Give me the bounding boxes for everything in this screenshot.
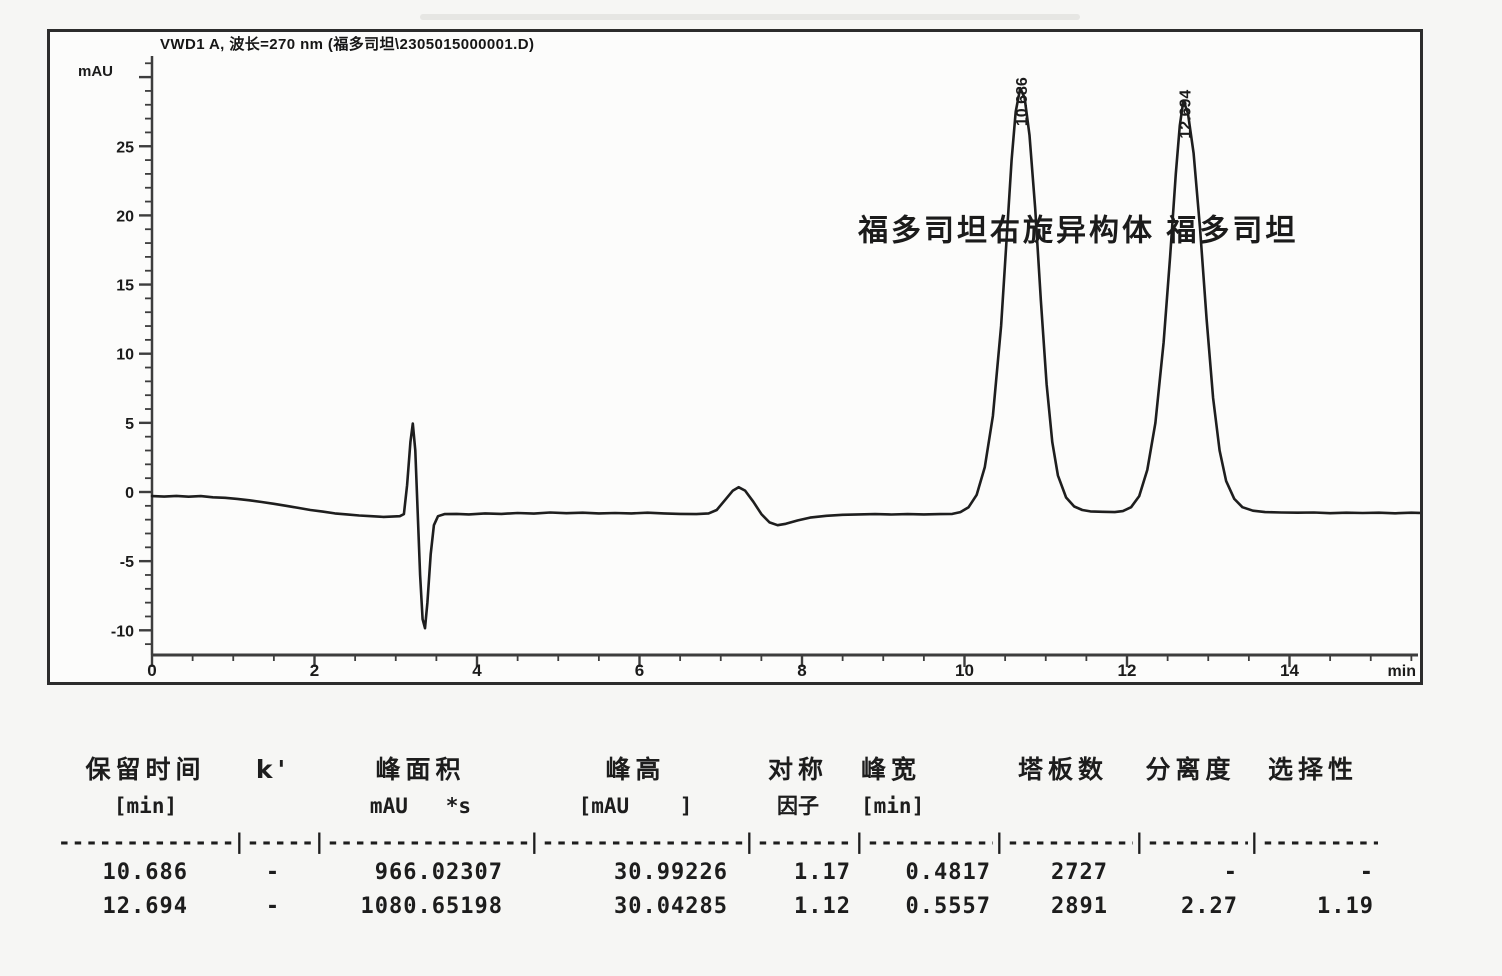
col-header-peak-area: 峰面积 — [375, 755, 466, 784]
table-row-peak-1: 10.686 - 966.02307 30.99226 1.17 0.4817 … — [58, 860, 1388, 894]
cell-selectivity: 1.19 — [1317, 894, 1374, 919]
x-tick-label: 0 — [147, 661, 156, 680]
x-tick-label: 12 — [1118, 661, 1137, 680]
col-header-plate-number: 塔板数 — [1017, 755, 1108, 784]
peak-retention-label: 12.694 — [1177, 90, 1194, 139]
x-tick-label: 2 — [310, 661, 319, 680]
x-tick-label: 14 — [1280, 661, 1299, 680]
x-tick-label: 8 — [797, 661, 806, 680]
cell-area: 1080.65198 — [360, 894, 503, 919]
cell-rt: 10.686 — [102, 860, 188, 885]
cell-height: 30.99226 — [614, 860, 728, 885]
col-unit-peak-width: [min] — [861, 794, 925, 818]
y-tick-label: 10 — [116, 347, 134, 364]
x-tick-label: 6 — [635, 661, 644, 680]
col-header-retention-time: 保留时间 — [85, 755, 206, 784]
cell-plates: 2727 — [1051, 860, 1108, 885]
cell-selectivity: - — [1359, 860, 1374, 885]
y-tick-label: 5 — [125, 416, 134, 433]
table-row-peak-2: 12.694 - 1080.65198 30.04285 1.12 0.5557… — [58, 894, 1388, 928]
cell-area: 966.02307 — [374, 860, 503, 885]
separator-segment: |--------- — [743, 830, 853, 854]
table-separator-row: ---------------- |------- |-------------… — [58, 830, 1388, 860]
peak-results-table: 保留时间 k' 峰面积 峰高 对称 峰宽 塔板数 分离度 选择性 [min] m… — [58, 750, 1388, 928]
cell-width: 0.5557 — [905, 894, 991, 919]
col-unit-peak-height: [mAU ] — [578, 794, 693, 818]
y-tick-label: 20 — [116, 208, 134, 225]
separator-segment: |----------- — [1248, 830, 1378, 854]
cell-k-prime: - — [265, 860, 281, 885]
table-header-row-1: 保留时间 k' 峰面积 峰高 对称 峰宽 塔板数 分离度 选择性 — [58, 750, 1388, 790]
cell-symmetry: 1.12 — [794, 894, 851, 919]
y-tick-label: 0 — [125, 485, 134, 502]
col-header-k-prime: k' — [255, 755, 291, 784]
col-unit-retention-time: [min] — [113, 794, 178, 818]
chromatogram-panel: VWD1 A, 波长=270 nm (福多司坦\2305015000001.D)… — [47, 29, 1423, 685]
signal-title: VWD1 A, 波长=270 nm (福多司坦\2305015000001.D) — [160, 36, 535, 53]
col-header-resolution: 分离度 — [1145, 755, 1236, 784]
separator-segment: |------------ — [853, 830, 993, 854]
y-tick-label: -5 — [120, 554, 134, 571]
cell-plates: 2891 — [1051, 894, 1108, 919]
separator-segment: |------------------- — [313, 830, 528, 854]
y-tick-label: 15 — [116, 278, 134, 295]
col-unit-peak-area: mAU *s — [369, 794, 472, 818]
peak-retention-label: 10.686 — [1014, 77, 1031, 126]
cell-width: 0.4817 — [905, 860, 991, 885]
separator-segment: |------------ — [993, 830, 1133, 854]
table-header-row-2: [min] mAU *s [mAU ] 因子 [min] — [58, 790, 1388, 830]
chromatogram-plot: -10 -5 0 5 10 15 20 25 0 2 4 6 8 10 12 14 mAU min 10.686 12… — [78, 56, 1421, 680]
col-unit-symmetry: 因子 — [777, 794, 819, 818]
separator-segment: ---------------- — [58, 830, 233, 854]
cell-k-prime: - — [265, 894, 281, 919]
cell-rt: 12.694 — [102, 894, 188, 919]
y-axis-unit-label: mAU — [78, 63, 113, 80]
y-tick-label: -10 — [111, 623, 134, 640]
separator-segment: |--------- — [1133, 830, 1248, 854]
x-tick-label: 10 — [955, 661, 974, 680]
cell-symmetry: 1.17 — [794, 860, 851, 885]
separator-segment: |------- — [233, 830, 313, 854]
signal-trace — [150, 86, 1421, 630]
x-tick-label: 4 — [472, 661, 482, 680]
col-header-selectivity: 选择性 — [1267, 755, 1358, 784]
cell-height: 30.04285 — [614, 894, 728, 919]
col-header-peak-height: 峰高 — [605, 755, 666, 784]
col-header-symmetry: 对称 — [767, 755, 828, 784]
x-axis-unit-label: min — [1388, 663, 1416, 680]
separator-segment: |------------------- — [528, 830, 743, 854]
cell-resolution: 2.27 — [1181, 894, 1238, 919]
cell-resolution: - — [1223, 860, 1238, 885]
y-tick-label: 25 — [116, 139, 134, 156]
compound-annotation: 福多司坦右旋异构体 福多司坦 — [857, 214, 1298, 247]
scan-artifact — [420, 14, 1080, 20]
col-header-peak-width: 峰宽 — [861, 755, 922, 784]
